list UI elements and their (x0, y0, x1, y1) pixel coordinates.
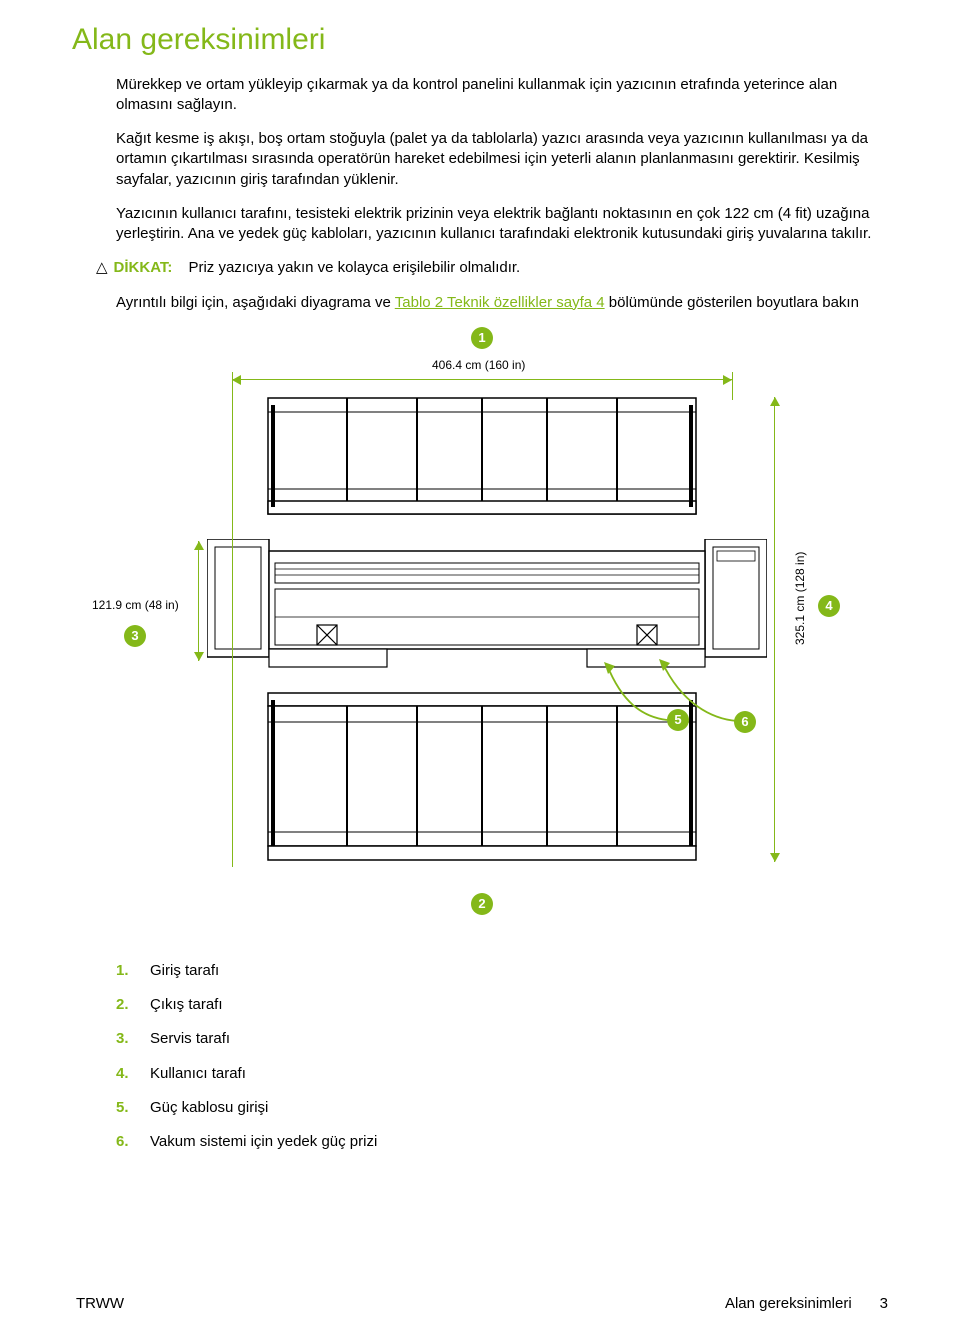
printer-body (207, 539, 767, 671)
caution-icon: △ (96, 258, 108, 278)
spec-link[interactable]: Tablo 2 Teknik özellikler sayfa 4 (395, 294, 605, 311)
dim-left-arrow (198, 541, 199, 661)
tick-right (732, 372, 733, 400)
caution-text: Priz yazıcıya yakın ve kolayca erişilebi… (188, 258, 520, 278)
legend-text-3: Servis tarafı (150, 1029, 230, 1049)
dim-top-arrow (232, 379, 732, 380)
legend-text-2: Çıkış tarafı (150, 995, 223, 1015)
footer-section: Alan gereksinimleri (725, 1294, 852, 1314)
p4-suffix: bölümünde gösterilen boyutlara bakın (605, 294, 859, 311)
legend-item-3: 3.Servis tarafı (116, 1029, 888, 1049)
legend-num-6: 6. (116, 1132, 150, 1152)
callout-3: 3 (124, 625, 146, 647)
dim-left-label: 121.9 cm (48 in) (92, 597, 179, 613)
callout-2: 2 (471, 893, 493, 915)
legend-num-4: 4. (116, 1064, 150, 1084)
paragraph-4: Ayrıntılı bilgi için, aşağıdaki diyagram… (116, 293, 888, 313)
legend-item-6: 6.Vakum sistemi için yedek güç prizi (116, 1132, 888, 1152)
legend-text-1: Giriş tarafı (150, 961, 219, 981)
p4-prefix: Ayrıntılı bilgi için, aşağıdaki diyagram… (116, 294, 395, 311)
dim-right-arrow (774, 397, 775, 862)
callout-1: 1 (471, 327, 493, 349)
legend-item-5: 5.Güç kablosu girişi (116, 1098, 888, 1118)
legend-item-2: 2.Çıkış tarafı (116, 995, 888, 1015)
tick-left (232, 372, 233, 867)
caution-row: △ DİKKAT: Priz yazıcıya yakın ve kolayca… (96, 258, 888, 278)
legend-num-1: 1. (116, 961, 150, 981)
dim-right-label: 325.1 cm (128 in) (792, 551, 808, 644)
body-text: Mürekkep ve ortam yükleyip çıkarmak ya d… (116, 75, 888, 245)
footer-left: TRWW (76, 1294, 124, 1314)
paragraph-2: Kağıt kesme iş akışı, boş ortam stoğuyla… (116, 129, 888, 190)
legend-num-5: 5. (116, 1098, 150, 1118)
footer-page-number: 3 (880, 1294, 888, 1314)
legend-item-4: 4.Kullanıcı tarafı (116, 1064, 888, 1084)
legend-text-6: Vakum sistemi için yedek güç prizi (150, 1132, 377, 1152)
legend-num-2: 2. (116, 995, 150, 1015)
legend-item-1: 1.Giriş tarafı (116, 961, 888, 981)
page-footer: TRWW Alan gereksinimleri 3 (76, 1294, 888, 1314)
legend-num-3: 3. (116, 1029, 150, 1049)
callout-4: 4 (818, 595, 840, 617)
caution-label: DİKKAT: (114, 258, 173, 278)
paragraph-3: Yazıcının kullanıcı tarafını, tesisteki … (116, 204, 888, 245)
paragraph-1: Mürekkep ve ortam yükleyip çıkarmak ya d… (116, 75, 888, 116)
legend-text-5: Güç kablosu girişi (150, 1098, 268, 1118)
page-title: Alan gereksinimleri (72, 20, 888, 61)
legend-text-4: Kullanıcı tarafı (150, 1064, 246, 1084)
paragraph-4-wrap: Ayrıntılı bilgi için, aşağıdaki diyagram… (116, 293, 888, 313)
callout-6: 6 (734, 711, 756, 733)
dim-top-label: 406.4 cm (160 in) (432, 357, 525, 373)
upper-media-frame (267, 397, 697, 515)
space-diagram: 1 406.4 cm (160 in) (102, 327, 862, 947)
diagram-legend: 1.Giriş tarafı 2.Çıkış tarafı 3.Servis t… (116, 961, 888, 1153)
